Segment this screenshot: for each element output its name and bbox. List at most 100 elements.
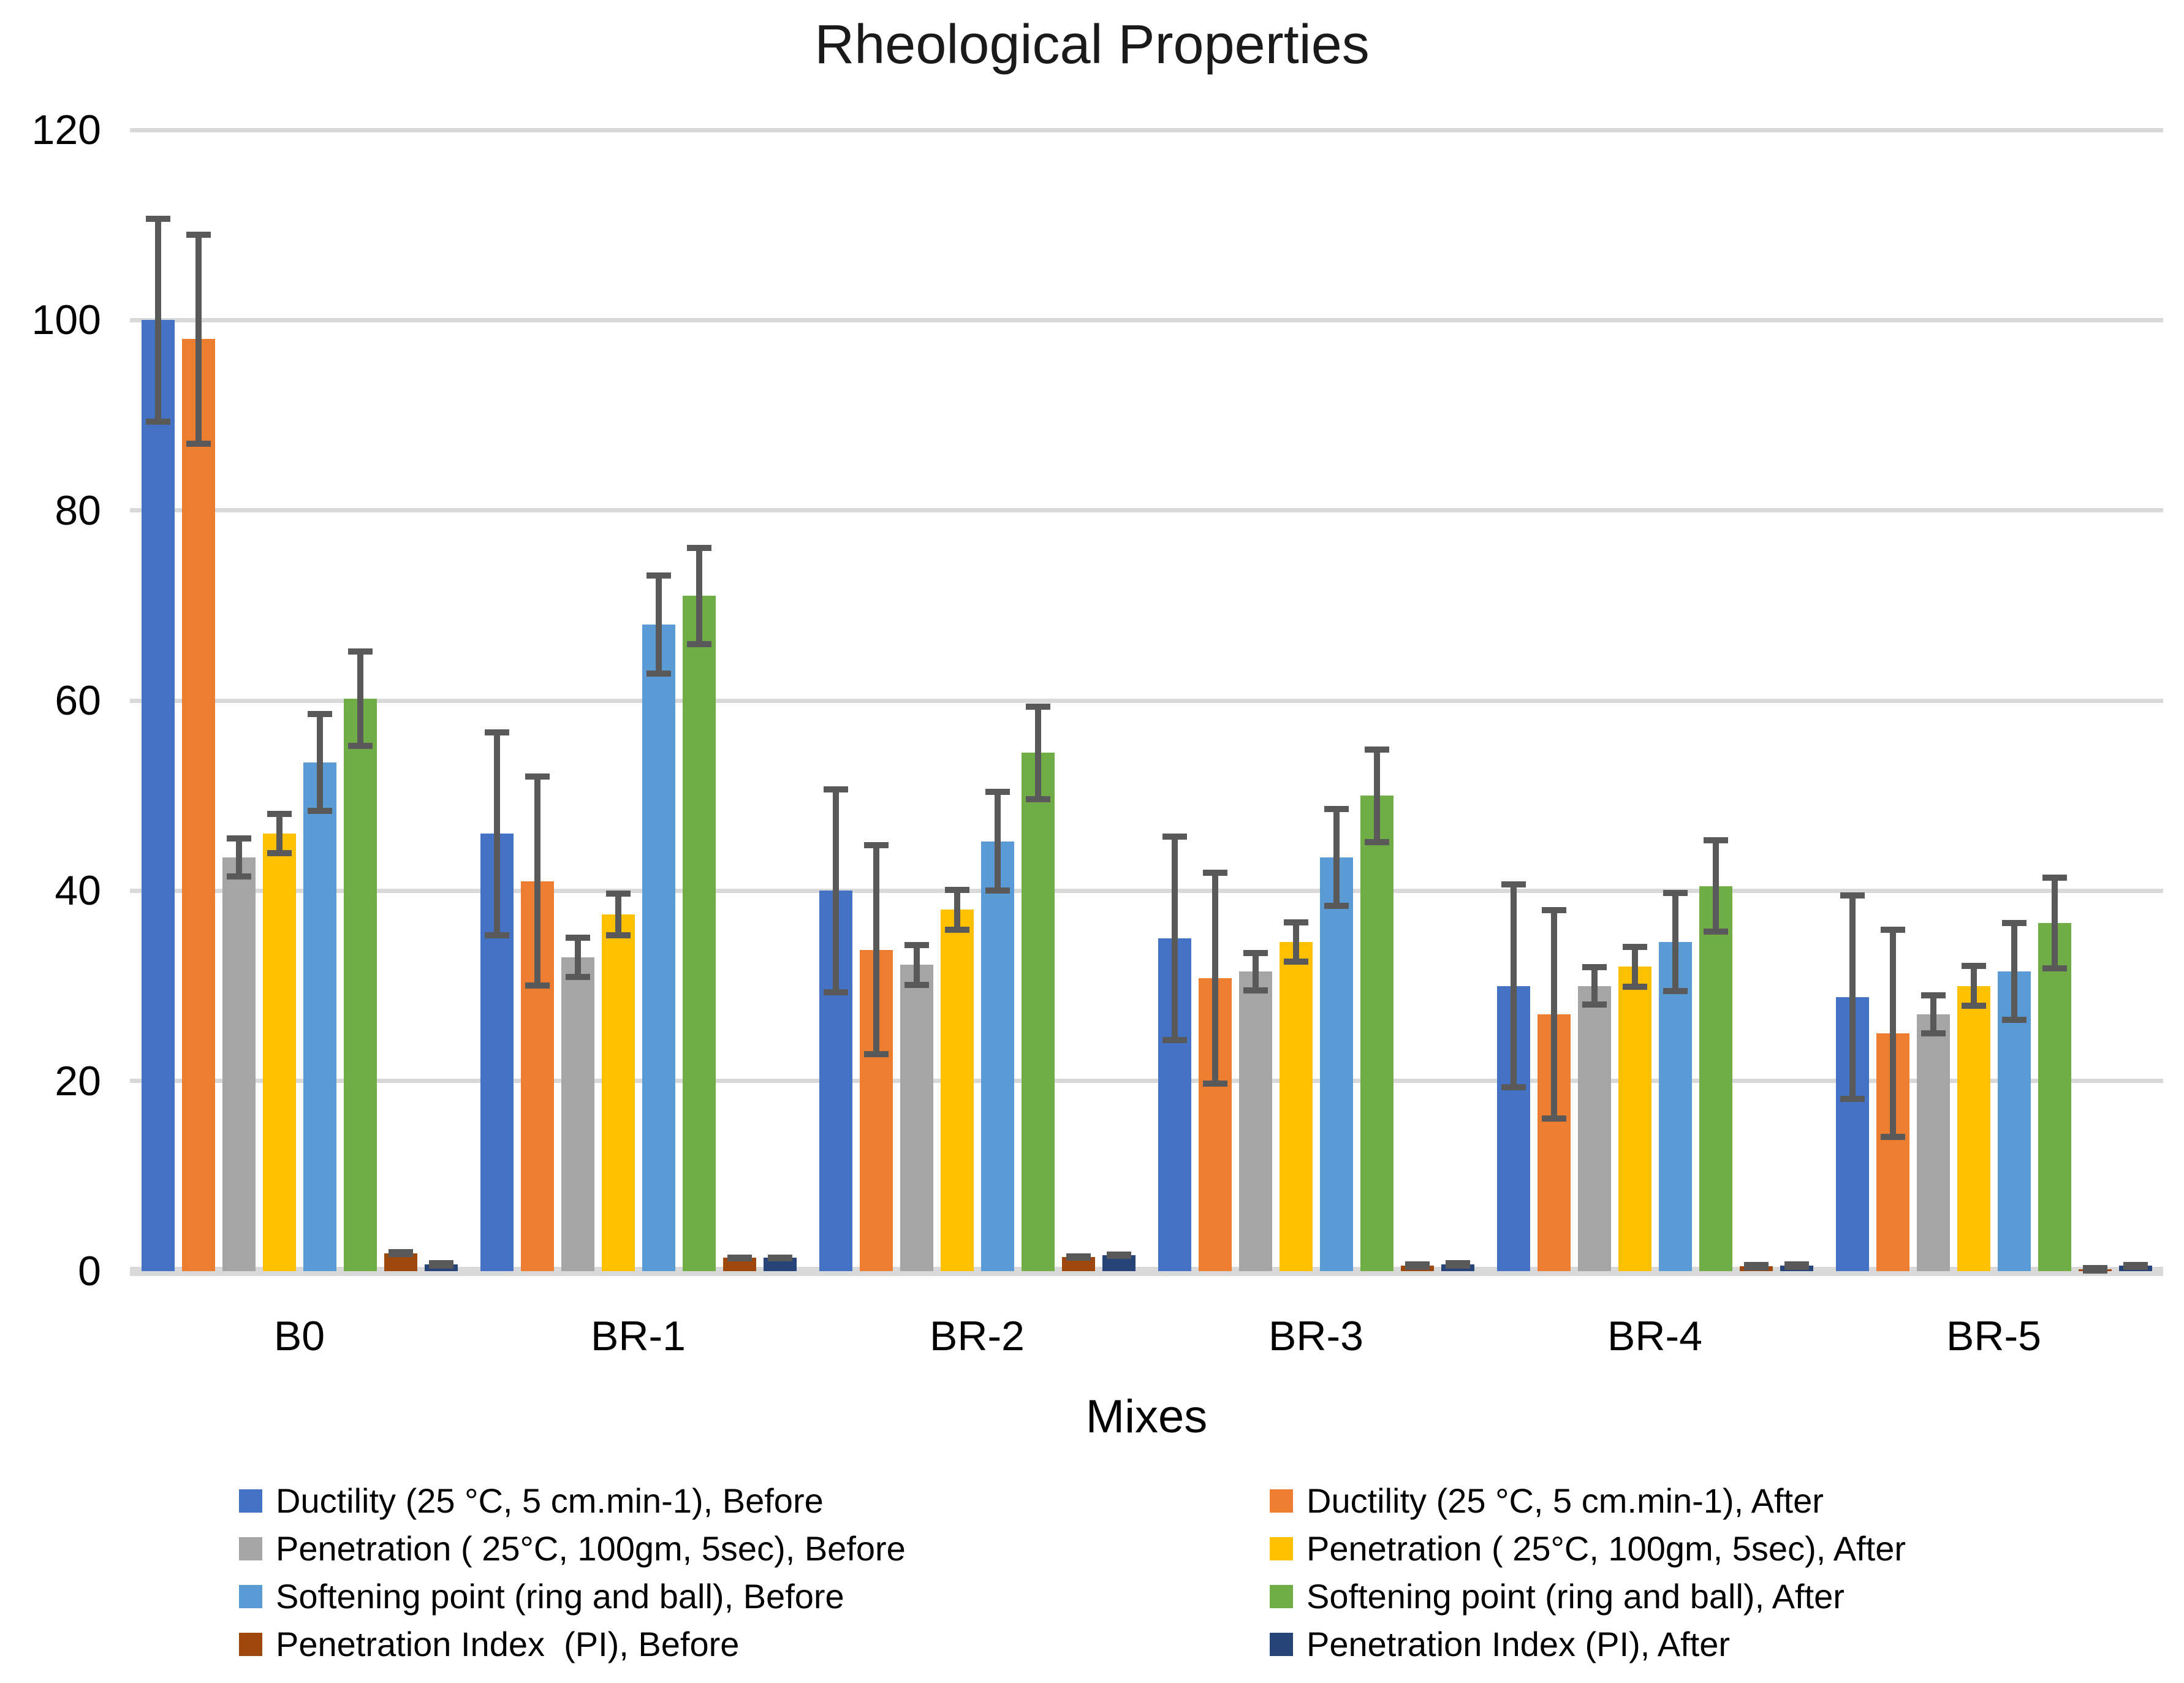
error-bar-line bbox=[696, 544, 702, 648]
bar-slot bbox=[1496, 130, 1530, 1271]
legend-label: Penetration Index (PI), Before bbox=[276, 1625, 740, 1663]
bar bbox=[1319, 857, 1353, 1271]
error-bar-cap-top bbox=[904, 942, 929, 949]
gridline bbox=[130, 698, 2163, 703]
error-bar-line bbox=[2011, 920, 2017, 1024]
legend-item: Penetration Index (PI), Before bbox=[239, 1625, 906, 1663]
error-bar-line bbox=[357, 648, 363, 750]
error-bar bbox=[605, 891, 631, 938]
gridline bbox=[130, 127, 2163, 132]
error-bar-line bbox=[1591, 963, 1598, 1008]
error-bar-cap-bottom bbox=[1066, 1253, 1091, 1259]
error-bar-cap-bottom bbox=[1445, 1260, 1470, 1267]
legend-item: Penetration ( 25°C, 100gm, 5sec), Before bbox=[239, 1530, 906, 1568]
bar-groups bbox=[130, 130, 2163, 1274]
error-bar-cap-bottom bbox=[307, 807, 332, 814]
error-bar-line bbox=[1333, 806, 1340, 909]
error-bar-cap-bottom bbox=[727, 1254, 752, 1261]
error-bar-cap-top bbox=[1501, 881, 1526, 887]
bar-slot bbox=[1441, 130, 1474, 1271]
error-bar-line bbox=[235, 835, 242, 879]
legend-label: Softening point (ring and ball), After bbox=[1306, 1577, 1845, 1616]
bar bbox=[722, 1258, 756, 1271]
bar-slot bbox=[722, 130, 756, 1271]
error-bar-cap-bottom bbox=[1622, 983, 1647, 990]
bar-slot bbox=[642, 130, 675, 1271]
bar bbox=[1360, 796, 1393, 1271]
bar bbox=[303, 762, 336, 1271]
x-tick-label-BR-4: BR-4 bbox=[1607, 1313, 1702, 1359]
error-bar-line bbox=[1970, 963, 1977, 1009]
error-bar bbox=[1582, 963, 1607, 1008]
bar bbox=[2038, 923, 2071, 1271]
error-bar bbox=[1961, 963, 1986, 1009]
error-bar-cap-top bbox=[525, 773, 550, 780]
error-bar-cap-bottom bbox=[1162, 1036, 1187, 1043]
error-bar-cap-top bbox=[823, 786, 848, 792]
error-bar bbox=[145, 215, 170, 425]
bar-slot bbox=[682, 130, 716, 1271]
error-bar-cap-bottom bbox=[1840, 1095, 1865, 1102]
error-bar-cap-bottom bbox=[428, 1260, 453, 1267]
error-bar bbox=[1622, 944, 1647, 990]
bar bbox=[1916, 1014, 1950, 1271]
error-bar bbox=[686, 544, 711, 648]
bar-group-BR-2 bbox=[808, 130, 1147, 1271]
legend-label: Penetration ( 25°C, 100gm, 5sec), After bbox=[1306, 1529, 1906, 1568]
bar bbox=[1658, 942, 1692, 1271]
bar bbox=[561, 957, 594, 1271]
error-bar-cap-bottom bbox=[347, 743, 373, 750]
bar-slot bbox=[1360, 130, 1393, 1271]
bar bbox=[1238, 971, 1272, 1271]
error-bar bbox=[388, 1248, 413, 1258]
error-bar-cap-bottom bbox=[1405, 1261, 1430, 1267]
error-bar-line bbox=[615, 891, 621, 938]
error-bar-line bbox=[655, 572, 662, 677]
error-bar-line bbox=[1252, 949, 1259, 993]
bar-slot bbox=[424, 130, 458, 1271]
error-bar-line bbox=[534, 773, 540, 989]
legend-label: Penetration ( 25°C, 100gm, 5sec), Before bbox=[276, 1529, 906, 1568]
bar bbox=[1957, 986, 1990, 1271]
bar-slot bbox=[343, 130, 377, 1271]
bar-slot bbox=[940, 130, 974, 1271]
legend-item: Softening point (ring and ball), Before bbox=[239, 1578, 906, 1616]
bar-slot bbox=[1876, 130, 1909, 1271]
bar-slot bbox=[819, 130, 852, 1271]
error-bar bbox=[1743, 1262, 1769, 1271]
bar-group-BR-5 bbox=[1824, 130, 2163, 1274]
y-tick-label: 60 bbox=[55, 677, 101, 724]
error-bar-line bbox=[195, 232, 202, 447]
bar bbox=[1577, 986, 1611, 1271]
legend-item: Penetration Index (PI), After bbox=[1270, 1625, 1906, 1663]
error-bar bbox=[823, 786, 848, 996]
legend-label: Penetration Index (PI), After bbox=[1306, 1625, 1731, 1663]
error-bar bbox=[863, 842, 889, 1057]
bar-slot bbox=[859, 130, 893, 1271]
error-bar bbox=[1840, 892, 1865, 1102]
bar-slot bbox=[141, 130, 175, 1271]
bar-slot bbox=[601, 130, 635, 1271]
error-bar-line bbox=[1930, 992, 1936, 1036]
error-bar bbox=[525, 773, 550, 989]
error-bar bbox=[484, 729, 509, 938]
error-bar-cap-top bbox=[1703, 837, 1728, 844]
error-bar-cap-top bbox=[1920, 992, 1946, 999]
bar-group-BR-1 bbox=[469, 130, 808, 1271]
gridline bbox=[130, 888, 2163, 893]
error-bar-line bbox=[276, 811, 282, 857]
bar-slot bbox=[1102, 130, 1136, 1271]
error-bar bbox=[2123, 1262, 2148, 1270]
error-bar-line bbox=[1849, 892, 1856, 1102]
gridline bbox=[130, 508, 2163, 513]
error-bar bbox=[1364, 746, 1389, 845]
error-bar-line bbox=[2051, 874, 2058, 972]
plot-area bbox=[130, 127, 2163, 1276]
legend-label: Softening point (ring and ball), Before bbox=[276, 1577, 844, 1616]
bar-slot bbox=[763, 130, 797, 1271]
error-bar-line bbox=[1712, 837, 1719, 935]
bar bbox=[682, 596, 716, 1271]
error-bar-cap-bottom bbox=[1880, 1133, 1905, 1140]
error-bar bbox=[1501, 881, 1526, 1091]
bar-slot bbox=[384, 130, 417, 1271]
